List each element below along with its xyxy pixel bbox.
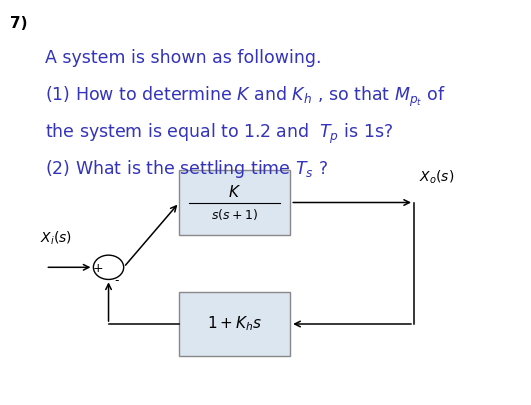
Text: -: - [115,274,119,287]
Text: $K$: $K$ [228,184,241,200]
Text: the system is equal to 1.2 and  $T_p$ is 1s?: the system is equal to 1.2 and $T_p$ is … [46,122,393,146]
Text: $X_i(s)$: $X_i(s)$ [40,230,72,247]
Text: $1+ K_h s$: $1+ K_h s$ [207,315,262,333]
FancyBboxPatch shape [179,170,290,235]
Text: A system is shown as following.: A system is shown as following. [46,49,322,66]
Text: (1) How to determine $K$ and $K_h$ , so that $M_{p_t}$ of: (1) How to determine $K$ and $K_h$ , so … [46,85,446,109]
FancyBboxPatch shape [179,292,290,356]
Text: 7): 7) [10,16,28,31]
Text: $s(s +1)$: $s(s +1)$ [211,207,258,222]
Text: $X_o(s)$: $X_o(s)$ [419,169,454,186]
Text: +: + [92,262,103,275]
Text: (2) What is the settling time $T_s$ ?: (2) What is the settling time $T_s$ ? [46,158,328,180]
